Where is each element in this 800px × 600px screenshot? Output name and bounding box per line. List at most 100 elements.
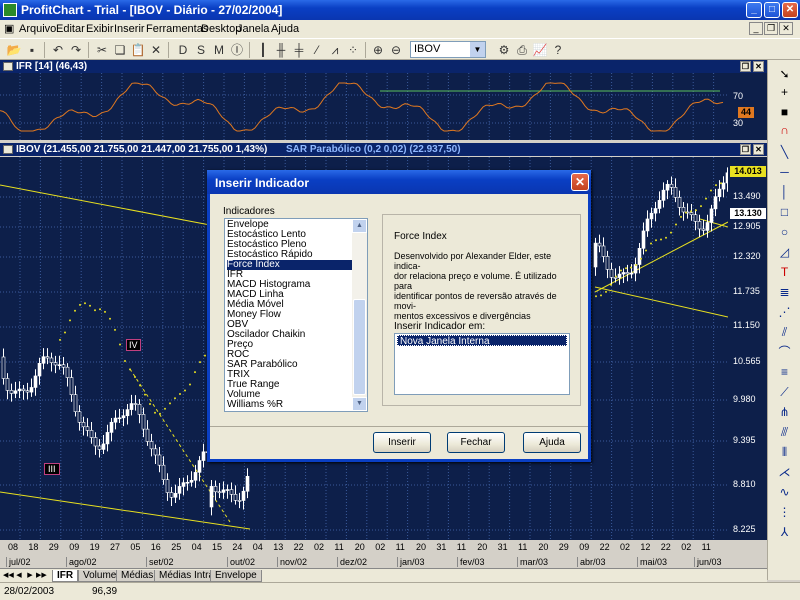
symbol-select[interactable]: IBOV ▼ <box>410 41 486 58</box>
fibonacci-icon[interactable]: ≣ <box>779 285 790 299</box>
tab-ifr[interactable]: IFR <box>52 570 79 582</box>
chevron-down-icon[interactable]: ▼ <box>470 42 485 57</box>
ifr-restore-button[interactable]: ❐ <box>740 61 751 72</box>
menu-ajuda[interactable]: Ajuda <box>271 23 300 35</box>
indicator-item[interactable]: Williams %R <box>227 399 284 410</box>
redo-icon[interactable]: ↷ <box>70 43 82 57</box>
help-button[interactable]: Ajuda <box>523 432 581 453</box>
indicator-item[interactable]: Oscilador Chaikin <box>227 329 306 340</box>
mdi-close-button[interactable]: ✕ <box>779 22 793 35</box>
menu-inserir[interactable]: Inserir <box>114 23 145 35</box>
properties-icon[interactable]: ⚙ <box>498 43 510 57</box>
minimize-button[interactable]: _ <box>746 2 762 18</box>
print-icon[interactable]: ⎙ <box>517 43 527 57</box>
indicator-item[interactable]: Estocástico Lento <box>227 229 306 240</box>
ifr-plot[interactable] <box>0 73 728 140</box>
vertical-line-icon[interactable]: │ <box>780 185 789 199</box>
candle-chart-icon[interactable]: ╫ <box>276 43 286 57</box>
menu-ferramentas[interactable]: Ferramentas <box>146 23 209 35</box>
indicator-item[interactable]: Volume <box>227 389 261 400</box>
time-zones-icon[interactable]: ⦀ <box>781 445 788 459</box>
indicator-item[interactable]: Envelope <box>227 219 269 230</box>
cycles-icon[interactable]: ∿ <box>779 485 790 499</box>
scroll-up-icon[interactable]: ▲ <box>352 219 367 233</box>
point-chart-icon[interactable]: ⁘ <box>347 43 359 57</box>
retracement-icon[interactable]: ≡ <box>780 365 788 379</box>
pane-menu-icon[interactable] <box>3 145 13 154</box>
mdi-restore-button[interactable]: ❐ <box>764 22 778 35</box>
trendline-icon[interactable]: ╲ <box>780 145 789 159</box>
intraday-period-icon[interactable]: Ⓘ <box>230 43 243 57</box>
regression-icon[interactable]: ⫻ <box>780 425 789 439</box>
pointer-icon[interactable]: ➘ <box>779 67 790 81</box>
color-icon[interactable]: ■ <box>780 105 789 119</box>
list-scrollbar[interactable]: ▲ ▼ <box>352 219 367 411</box>
daily-period-icon[interactable]: D <box>178 43 188 57</box>
indicator-item[interactable]: SAR Parabólico <box>227 359 298 370</box>
paste-icon[interactable]: 📋 <box>130 43 146 57</box>
indicator-item[interactable]: Money Flow <box>227 309 281 320</box>
grid-lines-icon[interactable]: ⋮ <box>778 505 791 519</box>
area-chart-icon[interactable]: ⩘ <box>331 43 339 57</box>
tab-next-icon[interactable]: ▶ <box>27 572 33 579</box>
menu-exibir[interactable]: Exibir <box>86 23 114 35</box>
line-chart-icon[interactable]: ⁄ <box>315 43 318 57</box>
zoom-in-icon[interactable]: ⊕ <box>372 43 384 57</box>
indicator-item[interactable]: Estocástico Pleno <box>227 239 307 250</box>
crosshair-icon[interactable]: + <box>780 85 788 99</box>
scroll-thumb[interactable] <box>353 299 366 395</box>
indicator-item[interactable]: MACD Linha <box>227 289 284 300</box>
tab-volume[interactable]: Volume <box>78 570 122 582</box>
copy-icon[interactable]: ❏ <box>114 43 126 57</box>
maximize-button[interactable]: □ <box>764 2 780 18</box>
tab-prev-icon[interactable]: ◀ <box>16 572 22 579</box>
indicator-item[interactable]: Force Index <box>227 260 352 270</box>
gann-icon[interactable]: ⟋ <box>780 385 789 399</box>
rectangle-icon[interactable]: □ <box>780 205 789 219</box>
main-restore-button[interactable]: ❐ <box>740 144 751 155</box>
pane-menu-icon[interactable] <box>3 62 13 71</box>
insert-option-new-window[interactable]: Nova Janela Interna <box>397 335 567 347</box>
menu-arquivo[interactable]: Arquivo <box>19 23 57 35</box>
menu-editar[interactable]: Editar <box>56 23 85 35</box>
dialog-close-button[interactable]: ✕ <box>571 173 589 191</box>
insert-button[interactable]: Inserir <box>373 432 431 453</box>
undo-icon[interactable]: ↶ <box>52 43 64 57</box>
tab-last-icon[interactable]: ▶▶ <box>36 572 47 579</box>
tab-medias[interactable]: Médias <box>116 570 159 582</box>
indicator-item[interactable]: Estocástico Rápido <box>227 249 313 260</box>
scroll-down-icon[interactable]: ▼ <box>352 397 367 411</box>
arcs-icon[interactable]: ⌒ <box>778 345 791 359</box>
indicator-item[interactable]: TRIX <box>227 369 250 380</box>
indicator-icon[interactable]: 📈 <box>532 43 548 57</box>
horizontal-line-icon[interactable]: ─ <box>780 165 789 179</box>
elliott-icon[interactable]: ⅄ <box>780 525 789 539</box>
grid-chart-icon[interactable]: ╪ <box>294 43 304 57</box>
main-close-button[interactable]: ✕ <box>753 144 764 155</box>
indicator-item[interactable]: OBV <box>227 319 249 330</box>
indicator-item[interactable]: Preço <box>227 339 254 350</box>
magnet-icon[interactable]: ∩ <box>780 123 789 137</box>
monthly-period-icon[interactable]: M <box>214 43 224 57</box>
indicator-item[interactable]: Média Móvel <box>227 299 284 310</box>
bar-chart-icon[interactable]: ┃ <box>259 43 267 57</box>
close-window-button[interactable]: ✕ <box>782 2 798 18</box>
andrews-icon[interactable]: ⋔ <box>779 405 790 419</box>
menu-janela[interactable]: Janela <box>237 23 270 35</box>
menu-app-icon[interactable]: ▣ <box>4 23 15 35</box>
menu-desktop[interactable]: Desktop <box>201 23 242 35</box>
ifr-close-button[interactable]: ✕ <box>753 61 764 72</box>
indicator-item[interactable]: MACD Histograma <box>227 279 311 290</box>
delete-icon[interactable]: ✕ <box>150 43 162 57</box>
mdi-minimize-button[interactable]: _ <box>749 22 763 35</box>
help-icon[interactable]: ? <box>554 43 562 57</box>
tab-envelope[interactable]: Envelope <box>210 570 262 582</box>
open-icon[interactable]: 📂 <box>6 43 22 57</box>
triangle-icon[interactable]: ◿ <box>779 245 790 259</box>
close-button[interactable]: Fechar <box>447 432 505 453</box>
cut-icon[interactable]: ✂ <box>96 43 108 57</box>
ellipse-icon[interactable]: ○ <box>780 225 789 239</box>
tab-first-icon[interactable]: ◀◀ <box>3 572 14 579</box>
indicator-item[interactable]: ROC <box>227 349 250 360</box>
indicators-listbox[interactable]: ▲ ▼ Envelope Estocástico Lento Estocástico… <box>224 218 368 412</box>
